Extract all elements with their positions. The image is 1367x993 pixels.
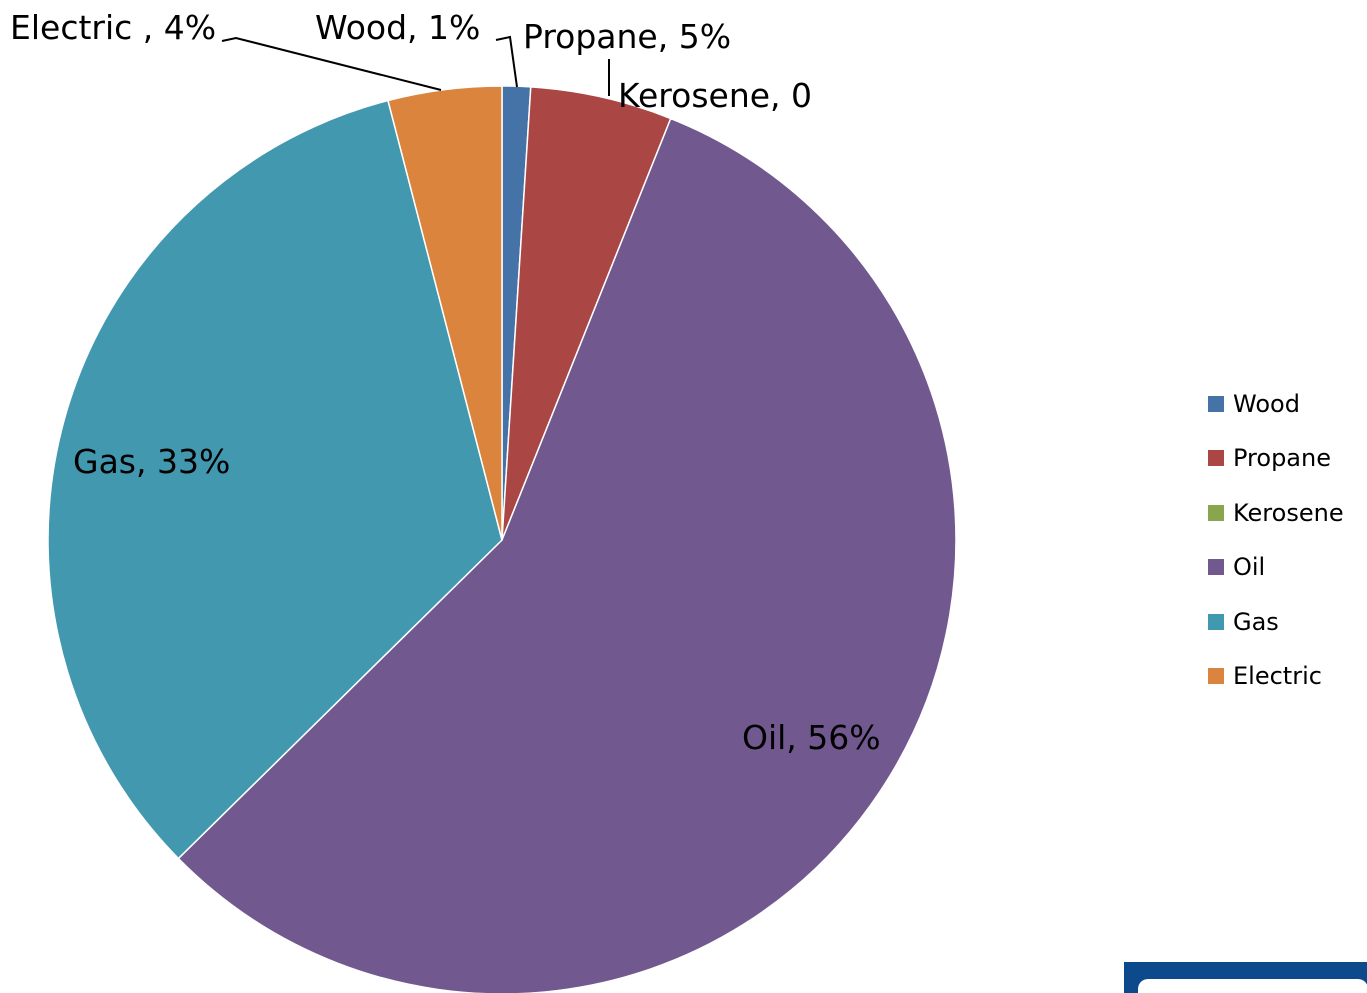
data-label-electric: Electric , 4% [10,8,216,47]
pie-slices [47,85,957,993]
pie-slice-propane [501,86,672,541]
data-label-propane: Propane, 5% [523,17,731,56]
legend-swatch-electric [1208,668,1224,684]
corner-logo [1124,962,1367,993]
legend-label-kerosene: Kerosene [1233,499,1344,527]
legend-swatch-kerosene [1208,505,1224,521]
legend-label-electric: Electric [1233,662,1322,690]
leader-line-electric [221,36,442,91]
legend-swatch-gas [1208,614,1224,630]
legend-swatch-wood [1208,396,1224,412]
legend-label-gas: Gas [1233,608,1279,636]
leader-lines [221,35,610,96]
corner-logo-mark [1138,979,1367,993]
data-label-wood: Wood, 1% [315,8,480,47]
data-labels: Electric , 4% Wood, 1% Propane, 5% Keros… [10,8,881,757]
legend-label-wood: Wood [1233,390,1300,418]
data-label-oil: Oil, 56% [742,718,881,757]
legend-swatch-propane [1208,450,1224,466]
leader-line-wood [495,35,518,88]
pie-slice-electric [387,85,503,541]
pie-slice-gas [47,99,503,860]
legend-label-oil: Oil [1233,553,1265,581]
legend: Wood Propane Kerosene Oil Gas Electric [1208,390,1344,690]
pie-slice-oil [177,117,957,993]
legend-label-propane: Propane [1233,444,1331,472]
legend-swatch-oil [1208,559,1224,575]
data-label-gas: Gas, 33% [73,442,230,481]
data-label-kerosene: Kerosene, 0 [618,76,812,115]
